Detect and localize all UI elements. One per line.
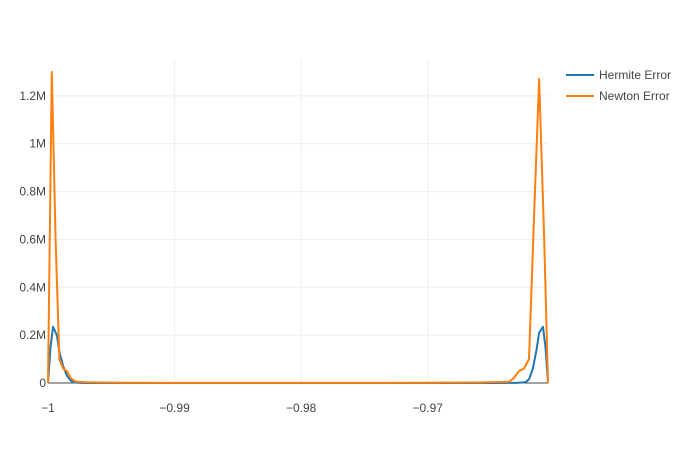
legend-item-hermite-error[interactable]: Hermite Error [566, 68, 671, 82]
y-tick-label: 0.8M [19, 185, 46, 199]
y-tick-label: 0.4M [19, 280, 46, 294]
x-tick-label: −0.97 [413, 401, 444, 415]
legend-label: Newton Error [599, 89, 670, 103]
axes: −1 −0.99 −0.98 −0.97 0 0.2M 0.4M 0.6M 0.8M 1M 1.2M [19, 89, 548, 415]
x-tick-label: −1 [41, 401, 55, 415]
y-tick-label: 0.6M [19, 232, 46, 246]
y-tick-label: 0 [39, 376, 46, 390]
y-tick-label: 1M [29, 137, 46, 151]
legend-item-newton-error[interactable]: Newton Error [566, 89, 670, 103]
x-tick-label: −0.99 [159, 401, 190, 415]
y-tick-label: 0.2M [19, 328, 46, 342]
plot-area [47, 70, 549, 384]
series-line-newton-error [47, 70, 549, 384]
grid [48, 60, 548, 383]
y-tick-label: 1.2M [19, 89, 46, 103]
legend[interactable]: Hermite Error Newton Error [566, 68, 671, 103]
x-tick-label: −0.98 [286, 401, 317, 415]
legend-label: Hermite Error [599, 68, 671, 82]
